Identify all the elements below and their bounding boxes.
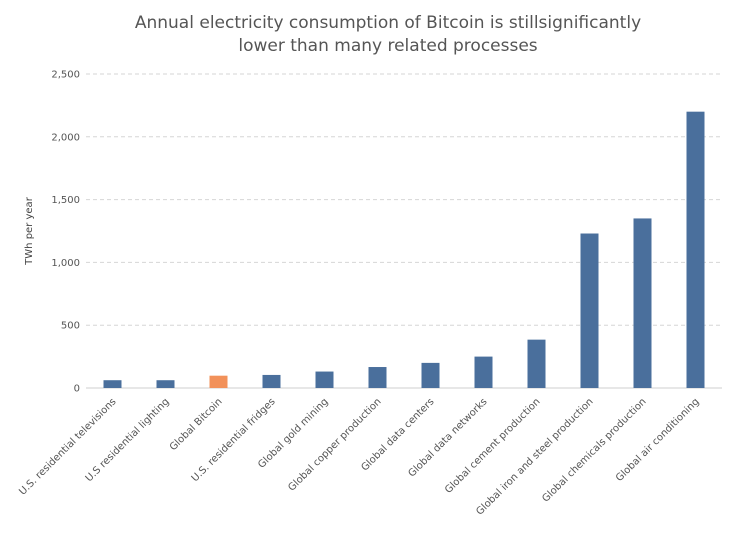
- bar: [315, 371, 334, 388]
- y-axis-label: TWh per year: [24, 196, 35, 266]
- bar: [633, 218, 652, 388]
- bar: [103, 380, 122, 388]
- x-tick-label: Global cement production: [443, 396, 543, 496]
- x-tick-label: Global chemicals production: [540, 396, 648, 504]
- chart-title: Annual electricity consumption of Bitcoi…: [135, 13, 641, 56]
- y-tick-label: 2,000: [51, 132, 80, 143]
- bars: [103, 111, 705, 389]
- bar: [686, 111, 705, 389]
- x-tick-label: U.S. residential televisions: [17, 396, 118, 497]
- y-tick-label: 2,500: [51, 70, 80, 81]
- y-tick-label: 500: [61, 321, 80, 332]
- bar: [368, 367, 387, 388]
- bar: [580, 233, 599, 388]
- x-tick-label: Global iron and steel production: [474, 396, 595, 517]
- gridlines: [86, 73, 722, 389]
- y-axis-ticks: 0 500 1,000 1,500 2,000 2,500: [51, 70, 80, 395]
- bar: [474, 356, 493, 388]
- bar: [209, 375, 228, 388]
- bar: [421, 362, 440, 388]
- y-tick-label: 1,000: [51, 258, 80, 269]
- bar: [156, 380, 175, 388]
- bar: [527, 339, 546, 388]
- chart-title-line-2: lower than many related processes: [238, 36, 537, 56]
- y-tick-label: 0: [74, 384, 80, 395]
- bar: [262, 374, 281, 388]
- y-tick-label: 1,500: [51, 195, 80, 206]
- chart-title-line-1: Annual electricity consumption of Bitcoi…: [135, 13, 641, 33]
- x-tick-label: Global Bitcoin: [168, 396, 225, 453]
- x-tick-label: Global copper production: [286, 396, 383, 493]
